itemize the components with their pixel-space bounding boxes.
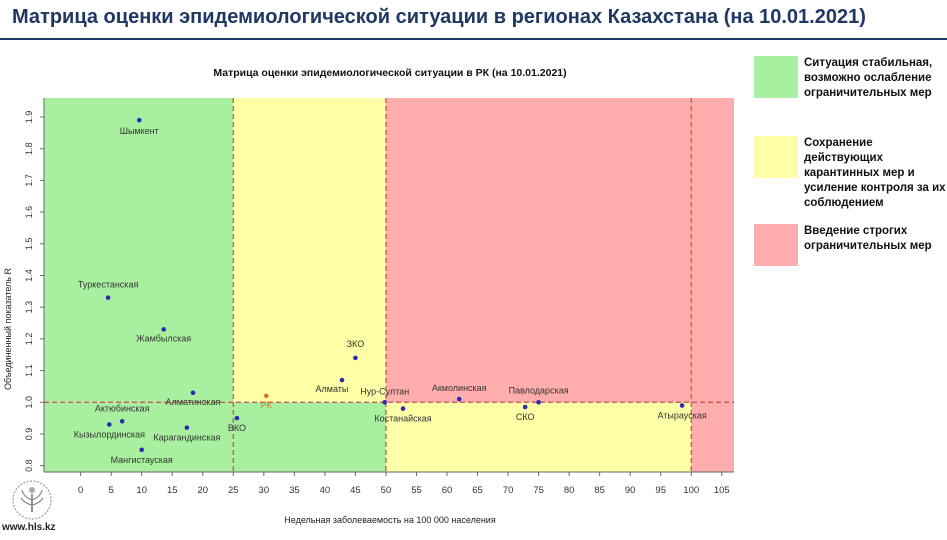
x-tick-label: 5 xyxy=(109,485,114,496)
zone-green-0 xyxy=(44,98,234,472)
point-нур-султан-label: Нур-Султан xyxy=(360,386,409,396)
point-акмолинская-marker xyxy=(456,396,462,402)
y-tick-label: 1.4 xyxy=(24,269,34,282)
point-актюбинская-marker xyxy=(119,418,125,424)
point-кызылординская-label: Кызылординская xyxy=(74,429,145,439)
point-актюбинская-label: Актюбинская xyxy=(95,403,150,413)
title-divider xyxy=(0,38,947,40)
x-tick-label: 50 xyxy=(381,485,392,496)
x-axis-label: Недельная заболеваемость на 100 000 насе… xyxy=(284,515,496,525)
y-tick-label: 1.8 xyxy=(24,142,34,155)
legend-swatch-green xyxy=(754,56,798,98)
x-tick-label: 90 xyxy=(625,485,636,496)
point-костанайская-marker xyxy=(400,406,406,411)
x-tick-label: 0 xyxy=(78,485,83,496)
x-tick-label: 55 xyxy=(411,485,422,496)
point-нур-султан-marker xyxy=(382,399,388,405)
x-tick-label: 70 xyxy=(503,485,514,496)
y-tick-label: 1.3 xyxy=(24,301,34,314)
x-tick-label: 85 xyxy=(594,485,605,496)
zone-backgrounds xyxy=(44,98,734,472)
point-рк-marker xyxy=(263,393,269,399)
x-tick-label: 20 xyxy=(197,485,208,496)
point-шымкент-label: Шымкент xyxy=(120,126,159,136)
zone-green-1 xyxy=(233,402,386,472)
y-tick-label: 1.5 xyxy=(24,238,34,251)
x-tick-label: 80 xyxy=(564,485,575,496)
y-tick-label: 1.1 xyxy=(24,364,34,377)
point-кызылординская-marker xyxy=(107,422,112,427)
website-url: www.hls.kz xyxy=(2,522,56,533)
point-туркестанская-label: Туркестанская xyxy=(78,280,139,290)
x-tick-label: 25 xyxy=(228,485,239,496)
point-алматы-label: Алматы xyxy=(316,384,349,394)
zone-yellow-3 xyxy=(385,402,692,472)
point-алматинская-marker xyxy=(190,390,196,396)
point-карагандинская-marker xyxy=(184,425,190,430)
y-tick-label: 0.9 xyxy=(24,428,34,441)
point-шымкент-marker xyxy=(136,117,142,123)
point-мангистауская-marker xyxy=(139,447,144,453)
point-жамбылская-label: Жамбылская xyxy=(136,333,191,343)
x-tick-label: 45 xyxy=(350,485,361,496)
x-tick-label: 105 xyxy=(714,485,730,496)
zone-red-4 xyxy=(385,98,734,403)
chart-title: Матрица оценки эпидемиологической ситуац… xyxy=(213,67,566,79)
point-ско-marker xyxy=(522,404,528,410)
point-мангистауская-label: Мангистауская xyxy=(111,455,173,465)
point-рк-label: РК xyxy=(261,400,273,410)
slide-title: Матрица оценки эпидемиологической ситуац… xyxy=(12,6,866,28)
point-зко-label: ЗКО xyxy=(347,339,365,349)
point-жамбылская-marker xyxy=(161,327,166,332)
point-ско-label: СКО xyxy=(516,412,535,422)
legend-swatch-yellow xyxy=(754,136,798,178)
x-tick-label: 10 xyxy=(136,485,147,496)
point-акмолинская-label: Акмолинская xyxy=(432,383,487,393)
point-зко-marker xyxy=(353,355,358,361)
hls-logo-icon xyxy=(12,480,52,520)
x-tick-label: 100 xyxy=(683,485,699,496)
legend-swatch-red xyxy=(754,224,798,266)
legend-text-maintain: Сохранение действующих карантинных мер и… xyxy=(804,137,946,209)
x-tick-label: 30 xyxy=(259,485,270,496)
zone-yellow-2 xyxy=(233,98,386,403)
y-tick-label: 0.8 xyxy=(24,459,34,472)
point-алматинская-label: Алматинская xyxy=(166,397,221,407)
x-tick-label: 95 xyxy=(655,485,666,496)
point-костанайская-label: Костанайская xyxy=(374,414,431,424)
chart-axes: 0 5 10 15 20 25 30 35 40 45 50 55 60 65 70 75 80 85 90 95 10… xyxy=(24,98,734,496)
y-tick-label: 1.9 xyxy=(24,111,34,124)
threshold-lines xyxy=(44,98,734,472)
x-tick-label: 15 xyxy=(167,485,178,496)
point-павлодарская-label: Павлодарская xyxy=(509,385,569,395)
point-вко-marker xyxy=(234,415,240,421)
x-tick-label: 35 xyxy=(289,485,300,496)
y-tick-label: 1.0 xyxy=(24,396,34,409)
y-axis-label: Объединенный показатель R xyxy=(3,268,13,391)
point-алматы-marker xyxy=(339,377,345,383)
point-атырауская-label: Атырауская xyxy=(657,410,706,420)
y-tick-label: 1.7 xyxy=(24,174,34,187)
x-tick-label: 40 xyxy=(320,485,331,496)
point-вко-label: ВКО xyxy=(228,423,246,433)
zone-red-5 xyxy=(691,402,734,472)
point-туркестанская-marker xyxy=(105,295,111,300)
x-tick-label: 60 xyxy=(442,485,453,496)
point-павлодарская-marker xyxy=(536,399,541,405)
legend-text-strict: Введение строгих ограничительных мер xyxy=(804,225,932,252)
y-tick-label: 1.2 xyxy=(24,333,34,346)
x-tick-label: 75 xyxy=(533,485,544,496)
scatter-chart: Матрица оценки эпидемиологической ситуац… xyxy=(3,67,734,525)
y-tick-label: 1.6 xyxy=(24,206,34,219)
point-атырауская-marker xyxy=(679,403,685,408)
legend-text-stable: Ситуация стабильная, возможно ослабление… xyxy=(804,57,933,99)
point-карагандинская-label: Карагандинская xyxy=(153,433,220,443)
x-tick-label: 65 xyxy=(472,485,483,496)
data-points: Шымкент Туркестанская Жамбылская Алматинска… xyxy=(74,117,707,465)
